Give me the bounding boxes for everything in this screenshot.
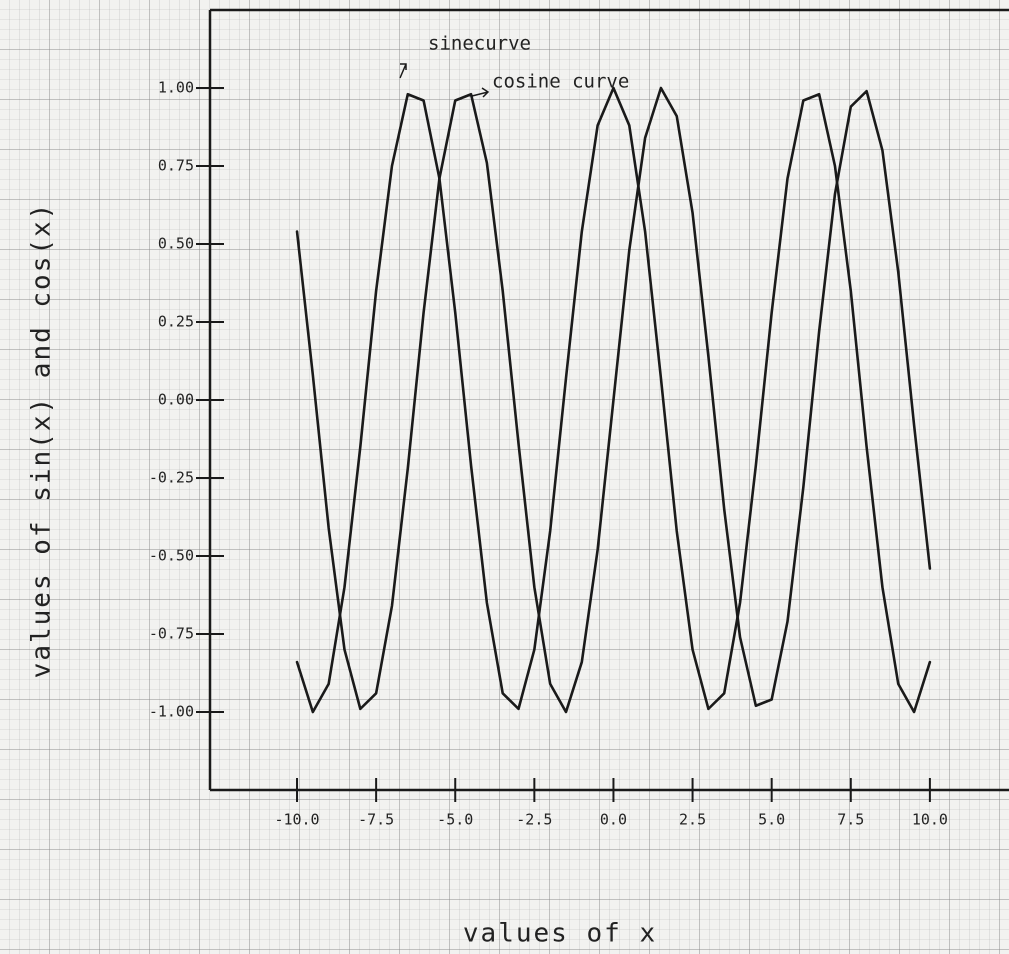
x-tick-label: 7.5 [837, 811, 864, 829]
x-tick-label: 10.0 [912, 811, 948, 829]
y-axis-title: values of sin(x) and cos(x) [27, 202, 57, 679]
y-tick-label: 0.50 [158, 235, 194, 253]
y-tick-label: 0.00 [158, 391, 194, 409]
y-tick-label: 1.00 [158, 79, 194, 97]
cosine-arrow [471, 87, 490, 98]
x-tick-label: -2.5 [516, 811, 552, 829]
y-tick-label: -1.00 [149, 703, 194, 721]
y-tick-label: 0.25 [158, 313, 194, 331]
y-tick-label: -0.75 [149, 625, 194, 643]
y-tick-label: 0.75 [158, 157, 194, 175]
sine-arrow [399, 63, 407, 79]
x-tick-label: 5.0 [758, 811, 785, 829]
series-line [295, 86, 932, 714]
x-tick-label: 2.5 [679, 811, 706, 829]
x-tick-label: -10.0 [274, 811, 319, 829]
x-axis-title: values of x [463, 919, 657, 949]
sine-annotation: sinecurve [428, 33, 531, 55]
x-tick-label: -5.0 [437, 811, 473, 829]
x-tick-label: 0.0 [600, 811, 627, 829]
x-tick-label: -7.5 [358, 811, 394, 829]
series-line [295, 86, 932, 714]
cosine-annotation: cosine curve [492, 71, 629, 93]
y-tick-label: -0.25 [149, 469, 194, 487]
y-tick-label: -0.50 [149, 547, 194, 565]
